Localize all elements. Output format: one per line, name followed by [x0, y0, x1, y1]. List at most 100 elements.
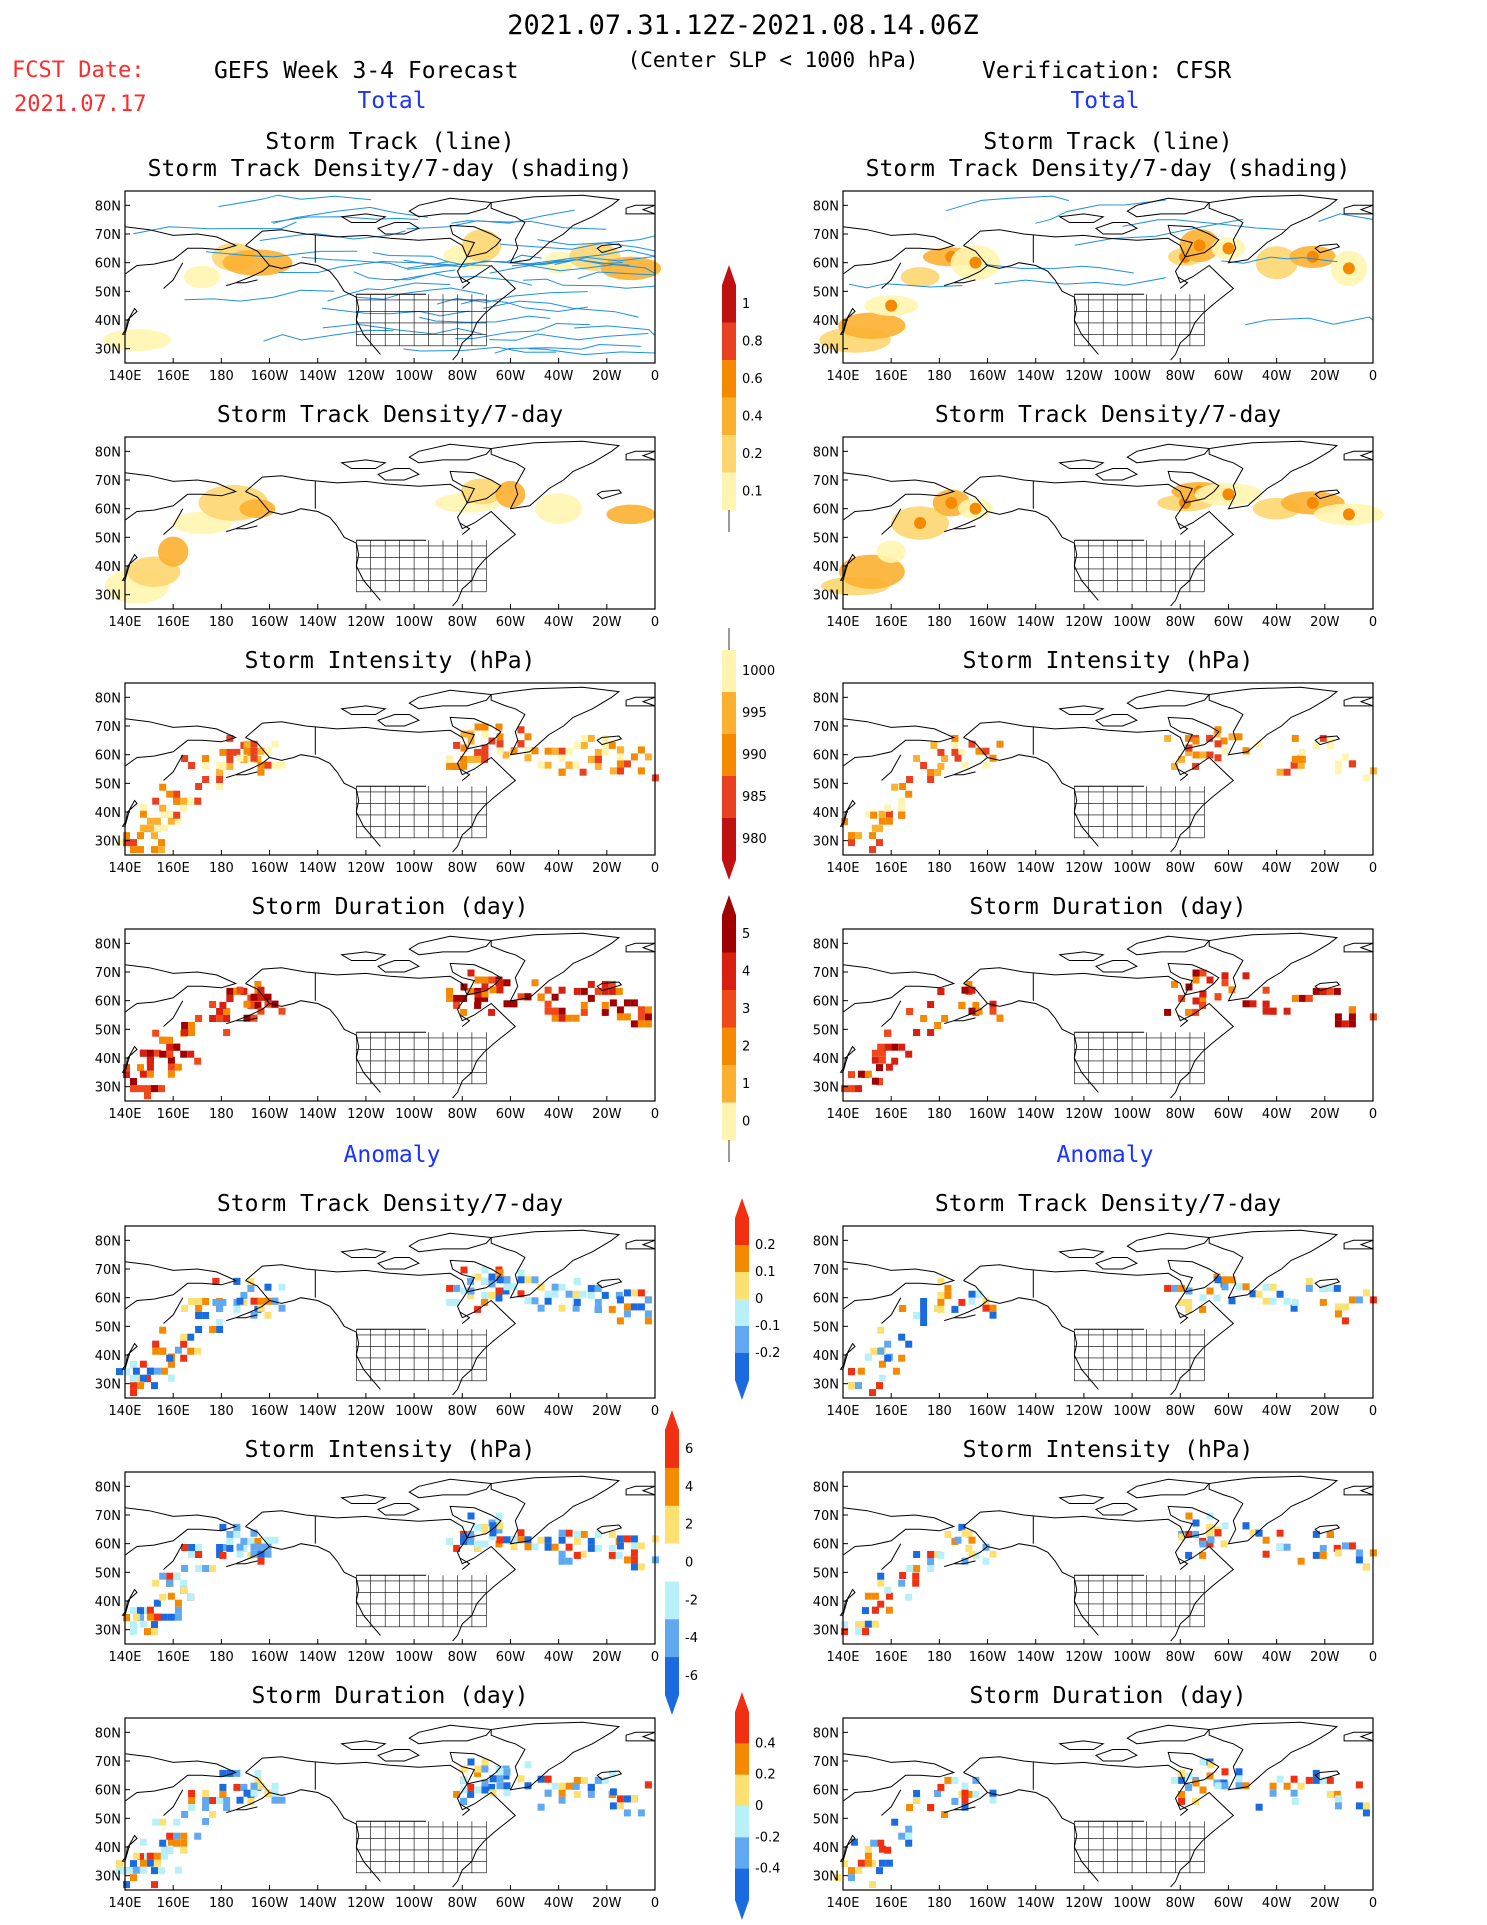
grid-cell [144, 1085, 151, 1093]
grid-cell [958, 1001, 966, 1009]
grid-cell [123, 1614, 130, 1622]
grid-cell [1283, 768, 1291, 776]
state-borders [314, 1762, 487, 1874]
lon-tick-label: 40W [544, 861, 574, 876]
grid-cell [474, 1523, 482, 1531]
grid-cell [446, 1284, 454, 1292]
coastline [1177, 522, 1189, 535]
grid-cell [906, 1804, 914, 1811]
lon-tick-label: 120W [1065, 861, 1103, 876]
grid-cell [601, 734, 609, 742]
grid-cell [558, 986, 566, 994]
panel-title: Storm Track Density/7-day [217, 1191, 563, 1217]
grid-cell [1185, 1305, 1193, 1313]
panel-title: Storm Duration (day) [970, 894, 1247, 920]
lon-tick-label: 60W [1214, 861, 1244, 876]
colorbar-label: -4 [685, 1631, 698, 1646]
island-outline [1343, 204, 1374, 215]
coastline [842, 472, 956, 521]
colorbar-swatch [735, 1774, 749, 1807]
lon-tick-label: 140E [826, 369, 859, 384]
grid-cell [616, 767, 624, 775]
grid-cell [920, 1298, 928, 1305]
coastline [842, 226, 956, 275]
grid-cell [474, 1001, 482, 1009]
island-outline [1058, 1494, 1105, 1504]
grid-cell [1235, 1283, 1243, 1291]
grid-cell [219, 1790, 227, 1798]
storm-track [321, 307, 470, 317]
grid-cell [1283, 1543, 1291, 1551]
grid-cell [884, 1043, 892, 1051]
grid-cell [503, 1283, 511, 1291]
lat-tick-label: 50N [95, 1023, 121, 1038]
colorbar-swatch [735, 1712, 749, 1744]
grid-cell [132, 1367, 140, 1375]
grid-cell [1192, 1530, 1200, 1538]
grid-cell [226, 1537, 234, 1545]
grid-cell [481, 723, 489, 731]
coastline [881, 508, 902, 535]
grid-cell [573, 1277, 581, 1285]
lon-tick-label: 140W [299, 861, 337, 876]
grid-cell [855, 1085, 862, 1093]
panel-title: Storm Intensity (hPa) [963, 648, 1254, 674]
colorbar-label: 0.1 [755, 1265, 776, 1280]
lon-tick-label: 0 [651, 615, 659, 630]
colorbar-label: 0 [742, 1114, 750, 1129]
lon-tick-label: 60W [1214, 1404, 1244, 1419]
grid-cell [488, 976, 496, 984]
grid-cell [961, 1789, 969, 1797]
grid-cell [173, 797, 181, 805]
lat-tick-label: 50N [95, 1566, 121, 1581]
grid-cell [848, 832, 855, 840]
lat-tick-label: 40N [813, 314, 839, 329]
storm-track [522, 264, 656, 275]
lon-tick-label: 160E [157, 369, 190, 384]
grid-cell [264, 993, 272, 1001]
grid-cell [137, 1064, 144, 1072]
grid-cell [489, 986, 497, 994]
coastline [963, 967, 1235, 1099]
grid-cell [877, 1043, 885, 1051]
lat-tick-label: 30N [95, 1870, 121, 1885]
coastline [944, 265, 988, 287]
grid-cell [1355, 1781, 1363, 1789]
grid-cell [1249, 1000, 1257, 1008]
island-outline [1314, 489, 1341, 500]
grid-cell [531, 979, 539, 987]
grid-cell [467, 1783, 475, 1791]
grid-cell [558, 1304, 566, 1312]
axis-ticks: 140E 160E 180 160W 140W 120W 100W 80W 60W 40W 20W 0… [95, 937, 659, 1122]
grid-cell [474, 1540, 482, 1548]
coastline [124, 1507, 238, 1556]
coastline [245, 737, 381, 847]
grid-cell [630, 1289, 638, 1297]
grid-cell [474, 1765, 482, 1773]
colorbar-arrow-top [722, 265, 736, 285]
grid-cell [1355, 1556, 1363, 1564]
grid-cell [615, 1291, 623, 1299]
colorbar-swatch [735, 1299, 749, 1327]
grid-cell [278, 1796, 286, 1804]
grid-cell [180, 1839, 188, 1847]
grid-cell [202, 776, 210, 783]
grid-cell [1199, 1758, 1207, 1766]
grid-cell [524, 1536, 532, 1544]
lat-tick-label: 50N [95, 1320, 121, 1335]
lon-tick-label: 160W [969, 1404, 1007, 1419]
grid-cell [271, 761, 279, 769]
island-outline [376, 222, 421, 235]
density-core [1306, 496, 1319, 509]
grid-cell [848, 1071, 855, 1079]
grid-cell [1326, 987, 1334, 995]
grid-cell [616, 1006, 624, 1014]
grid-cell [158, 1867, 165, 1875]
grid-cell [608, 1530, 616, 1538]
coastline [881, 754, 902, 781]
grid-cell [1185, 734, 1193, 742]
coastline [226, 1300, 270, 1322]
map-frame [842, 928, 1374, 1102]
lon-tick-label: 100W [1113, 1107, 1151, 1122]
grid-cell [188, 1022, 196, 1029]
